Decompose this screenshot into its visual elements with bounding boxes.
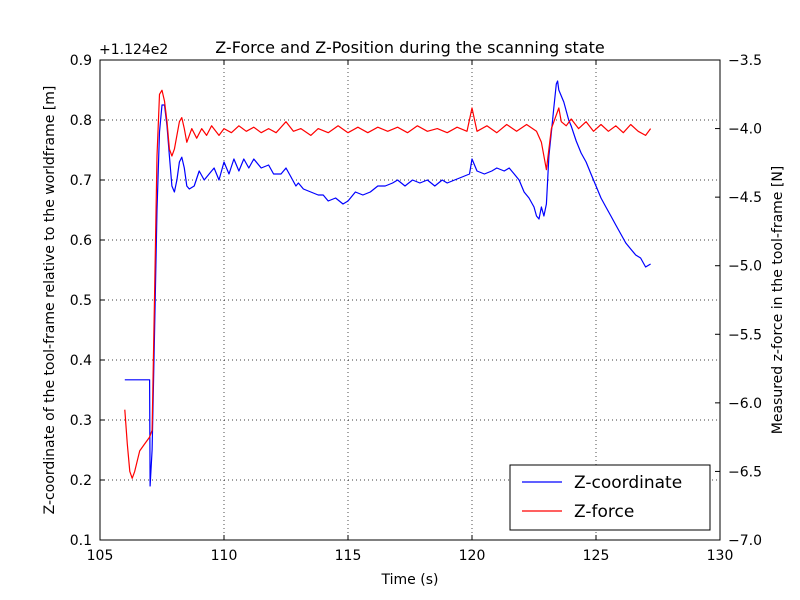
ticks: 105 110 115 120 125 130 0.1 0.2 0.3 0.4 0.5 0.6 0.7 0… <box>70 53 762 564</box>
legend-label-z-force: Z-force <box>574 502 634 522</box>
y-right-tick-label: −4.5 <box>728 190 762 206</box>
x-tick-label: 115 <box>335 548 362 564</box>
x-tick-label: 110 <box>211 548 238 564</box>
y-right-tick-label: −7.0 <box>728 533 762 549</box>
y-left-tick-label: 0.6 <box>70 233 92 249</box>
y-right-tick-label: −6.5 <box>728 464 762 480</box>
y-right-tick-label: −4.0 <box>728 122 762 138</box>
y-left-tick-label: 0.7 <box>70 173 92 189</box>
y-axis-label-right: Measured z-force in the tool-frame [N] <box>770 166 786 435</box>
x-tick-label: 130 <box>707 548 734 564</box>
y-left-tick-label: 0.3 <box>70 413 92 429</box>
y-axis-label-left: Z-coordinate of the tool-frame relative … <box>42 86 58 515</box>
y-left-tick-label: 0.9 <box>70 53 92 69</box>
series-line-z-force <box>124 89 652 479</box>
series-layer <box>124 80 652 487</box>
left-axis-offset-text: +1.124e2 <box>99 42 168 58</box>
y-right-tick-label: −5.0 <box>728 259 762 275</box>
chart-title: Z-Force and Z-Position during the scanni… <box>215 38 604 57</box>
y-left-tick-label: 0.5 <box>70 293 92 309</box>
x-tick-label: 120 <box>459 548 486 564</box>
y-left-tick-label: 0.4 <box>70 353 92 369</box>
x-tick-label: 105 <box>87 548 114 564</box>
y-left-tick-label: 0.2 <box>70 473 92 489</box>
y-right-tick-label: −6.0 <box>728 396 762 412</box>
y-right-tick-label: −3.5 <box>728 53 762 69</box>
y-right-tick-label: −5.5 <box>728 327 762 343</box>
y-left-tick-label: 0.1 <box>70 533 92 549</box>
x-axis-label: Time (s) <box>381 572 439 588</box>
legend-box <box>509 464 711 531</box>
legend: Z-coordinate Z-force <box>509 464 711 531</box>
y-left-tick-label: 0.8 <box>70 113 92 129</box>
legend-label-z-coordinate: Z-coordinate <box>574 473 682 493</box>
grid <box>100 60 720 540</box>
x-tick-label: 125 <box>583 548 610 564</box>
series-line-z-coordinate <box>124 80 651 487</box>
